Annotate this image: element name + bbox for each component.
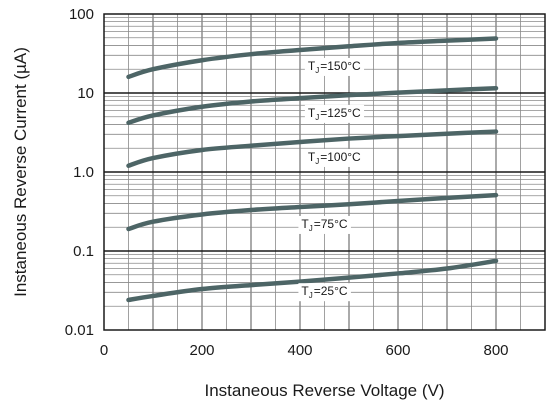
series: TJ=125°C bbox=[126, 85, 499, 126]
y-tick-label: 0.01 bbox=[65, 322, 94, 339]
series-label-box bbox=[304, 148, 365, 167]
series: TJ=25°C bbox=[126, 258, 499, 303]
series-label-box bbox=[298, 215, 351, 234]
plot-frame bbox=[103, 13, 546, 331]
x-tick-label: 200 bbox=[189, 342, 214, 359]
series-label-box bbox=[304, 57, 365, 76]
x-tick-label: 600 bbox=[385, 342, 410, 359]
x-tick-label: 0 bbox=[100, 342, 108, 359]
series-line bbox=[126, 258, 499, 303]
tick-labels: 0 200 400 600 800 0.01 0.1 1.0 10 100 bbox=[65, 6, 509, 359]
series-line bbox=[126, 192, 499, 232]
series-label: TJ=75°C bbox=[301, 217, 347, 233]
series-label: TJ=25°C bbox=[301, 284, 347, 300]
y-tick-label: 0.1 bbox=[73, 243, 94, 260]
series-line bbox=[126, 36, 499, 80]
series-line bbox=[126, 129, 499, 168]
series-line bbox=[126, 85, 499, 126]
series: TJ=150°C bbox=[126, 36, 499, 80]
y-tick-label: 10 bbox=[77, 85, 94, 102]
series-label-box bbox=[298, 283, 351, 302]
series-label: TJ=150°C bbox=[308, 59, 361, 75]
series: TJ=75°C bbox=[126, 192, 499, 234]
y-axis-title: Instaneous Reverse Current (µA) bbox=[11, 47, 30, 297]
x-tick-label: 800 bbox=[483, 342, 508, 359]
series-label: TJ=100°C bbox=[308, 150, 361, 166]
y-tick-label: 100 bbox=[69, 6, 94, 23]
x-tick-label: 400 bbox=[287, 342, 312, 359]
series-label-box bbox=[304, 104, 365, 123]
y-tick-label: 1.0 bbox=[73, 164, 94, 181]
x-axis-title: Instaneous Reverse Voltage (V) bbox=[204, 381, 444, 400]
series-group: TJ=150°C TJ=125°C TJ=100°C TJ=75°C TJ=25°C bbox=[126, 36, 499, 303]
series: TJ=100°C bbox=[126, 129, 499, 168]
series-label: TJ=125°C bbox=[308, 106, 361, 122]
